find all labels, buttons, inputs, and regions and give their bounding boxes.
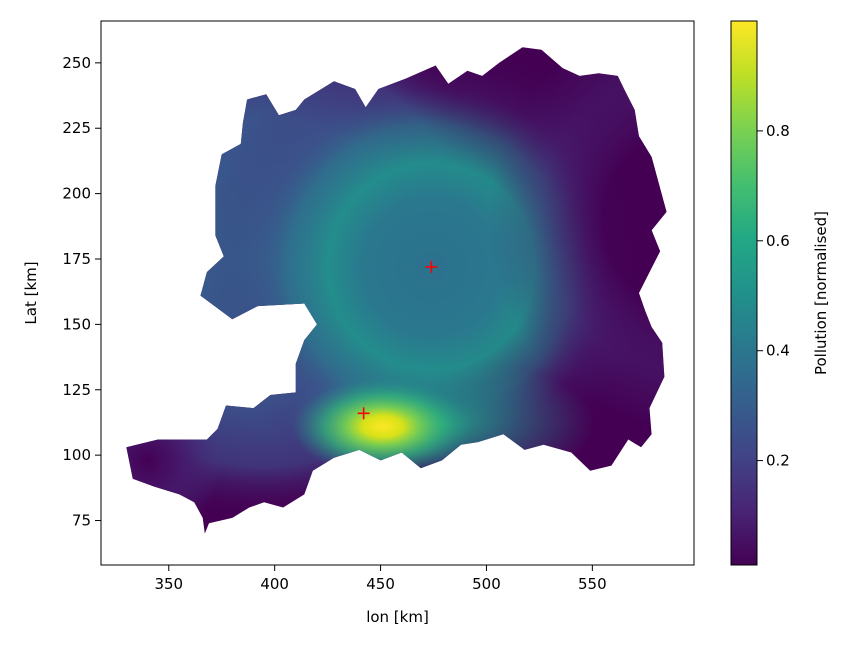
colorbar-tick-label: 0.8	[766, 122, 790, 140]
x-axis-label: lon [km]	[366, 608, 429, 626]
x-tick-label: 550	[578, 575, 607, 593]
x-axis: 350 400 450 500 550	[154, 565, 607, 593]
source-markers	[357, 260, 438, 420]
y-tick-label: 250	[62, 54, 91, 72]
y-tick-label: 75	[72, 512, 91, 530]
y-tick-label: 100	[62, 446, 91, 464]
colorbar-tick-label: 0.6	[766, 232, 790, 250]
colorbar-tick-label: 0.4	[766, 342, 790, 360]
y-axis: 75 100 125 150 175 200 225 250	[62, 54, 101, 530]
field-hotspot	[126, 47, 667, 534]
x-tick-label: 500	[472, 575, 501, 593]
x-tick-label: 450	[366, 575, 395, 593]
pollution-field	[126, 47, 667, 534]
y-tick-label: 150	[62, 315, 91, 333]
source-marker	[425, 260, 438, 273]
y-tick-label: 225	[62, 119, 91, 137]
colorbar-label: Pollution [normalised]	[812, 211, 830, 375]
x-tick-label: 400	[260, 575, 289, 593]
y-tick-label: 175	[62, 250, 91, 268]
y-axis-label: Lat [km]	[22, 261, 40, 324]
colorbar	[730, 20, 758, 566]
y-tick-label: 125	[62, 381, 91, 399]
colorbar-tick-label: 0.2	[766, 452, 790, 470]
map-axes-frame	[100, 20, 695, 566]
colorbar-ticks: 0.2 0.4 0.6 0.8	[757, 122, 790, 470]
x-tick-label: 350	[154, 575, 183, 593]
y-tick-label: 200	[62, 185, 91, 203]
source-marker	[357, 407, 370, 420]
